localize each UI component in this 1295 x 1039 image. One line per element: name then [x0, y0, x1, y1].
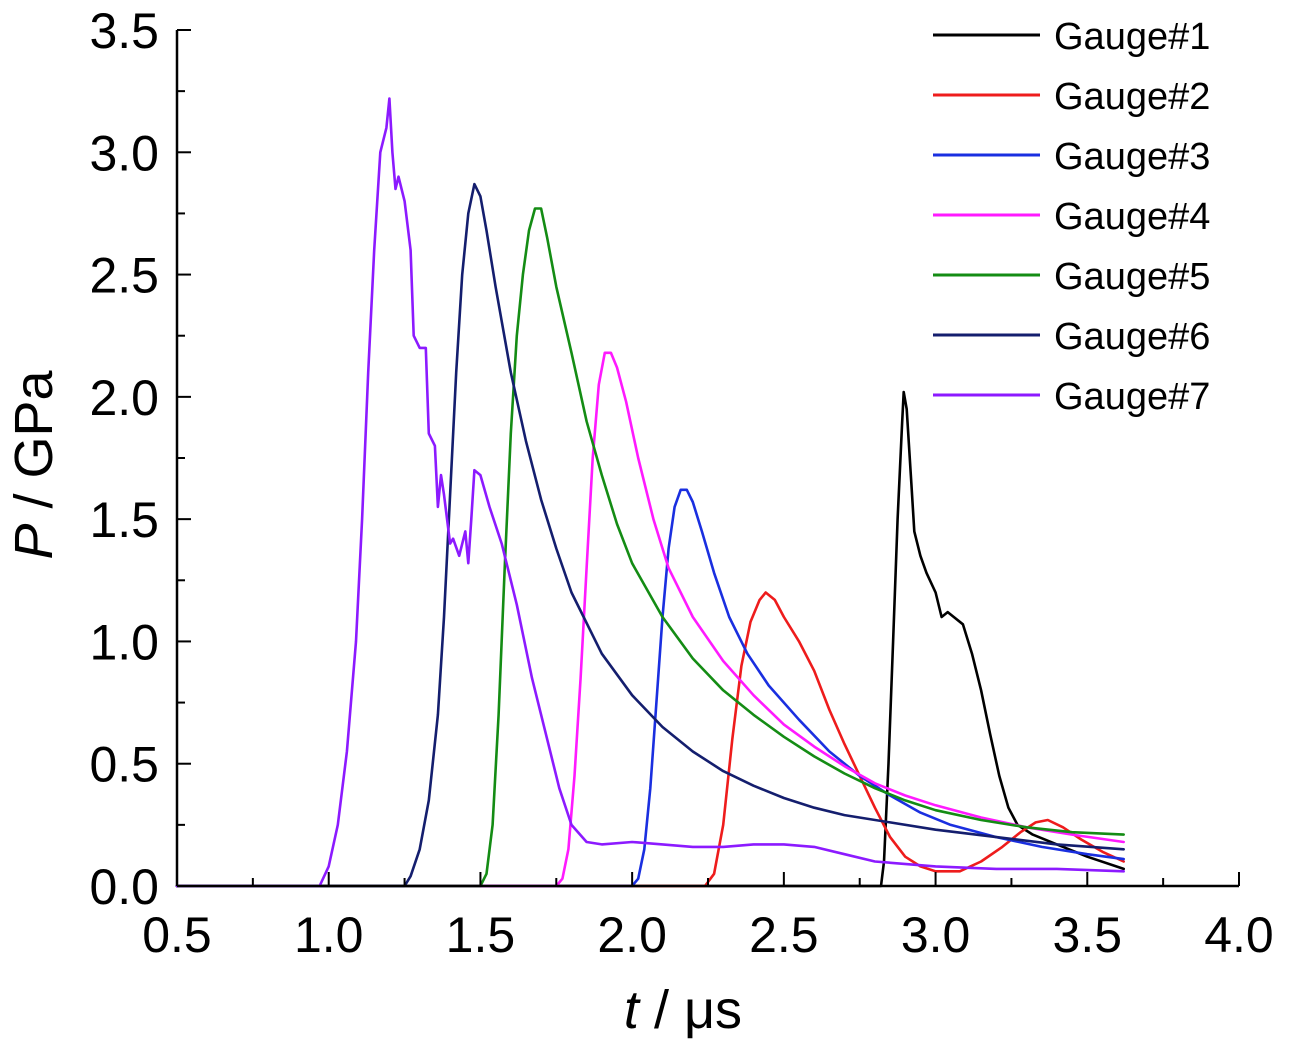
y-tick-label: 3.5	[89, 3, 159, 59]
legend-label: Gauge#6	[1054, 316, 1210, 358]
legend-label: Gauge#7	[1054, 376, 1210, 418]
x-tick-label: 3.5	[1053, 907, 1123, 963]
y-ticks: 0.0 0.5 1.0 1.5 2.0 2.5 3.0 3.5	[89, 3, 191, 915]
series-line-gauge-7	[175, 97, 1125, 888]
y-tick-label: 0.5	[89, 737, 159, 793]
y-tick-label: 0.0	[89, 859, 159, 915]
x-axis-symbol: t	[624, 980, 641, 1039]
x-axis-title: t / μs	[624, 980, 742, 1039]
legend-label: Gauge#2	[1054, 76, 1210, 118]
x-tick-label: 2.5	[749, 907, 819, 963]
x-tick-label: 0.5	[142, 907, 212, 963]
legend: Gauge#1 Gauge#2 Gauge#3 Gauge#4 Gauge#5 Gauge…	[933, 16, 1210, 418]
legend-label: Gauge#5	[1054, 256, 1210, 298]
series-line-gauge-5	[175, 207, 1125, 888]
y-tick-label: 2.5	[89, 248, 159, 304]
series-line-gauge-4	[175, 351, 1125, 888]
legend-label: Gauge#3	[1054, 136, 1210, 178]
legend-label: Gauge#4	[1054, 196, 1210, 238]
series-lines	[175, 97, 1125, 888]
series-line-gauge-1	[175, 390, 1125, 888]
x-axis-unit: / μs	[639, 980, 742, 1039]
series-line-gauge-3	[175, 488, 1125, 888]
x-tick-label: 2.0	[597, 907, 667, 963]
y-tick-label: 1.0	[89, 614, 159, 670]
y-axis-symbol: P	[4, 524, 64, 560]
x-tick-label: 1.5	[446, 907, 516, 963]
y-axis-unit: / GPa	[4, 369, 64, 523]
x-ticks: 0.5 1.0 1.5 2.0 2.5 3.0 3.5 4.0	[142, 872, 1274, 963]
plot-area: 0.5 1.0 1.5 2.0 2.5 3.0 3.5 4.0 0.00.51.01.52.0…	[89, 3, 1273, 963]
legend-label: Gauge#1	[1054, 16, 1210, 58]
series-line-gauge-2	[175, 591, 1125, 888]
y-tick-label: 2.0	[89, 370, 159, 426]
series-line-gauge-6	[175, 182, 1125, 888]
x-tick-label: 1.0	[294, 907, 364, 963]
y-tick-label: 3.0	[89, 125, 159, 181]
y-tick-label: 1.5	[89, 492, 159, 548]
y-axis-title: P / GPa	[4, 369, 64, 559]
x-tick-label: 3.0	[901, 907, 971, 963]
x-tick-label: 4.0	[1204, 907, 1274, 963]
